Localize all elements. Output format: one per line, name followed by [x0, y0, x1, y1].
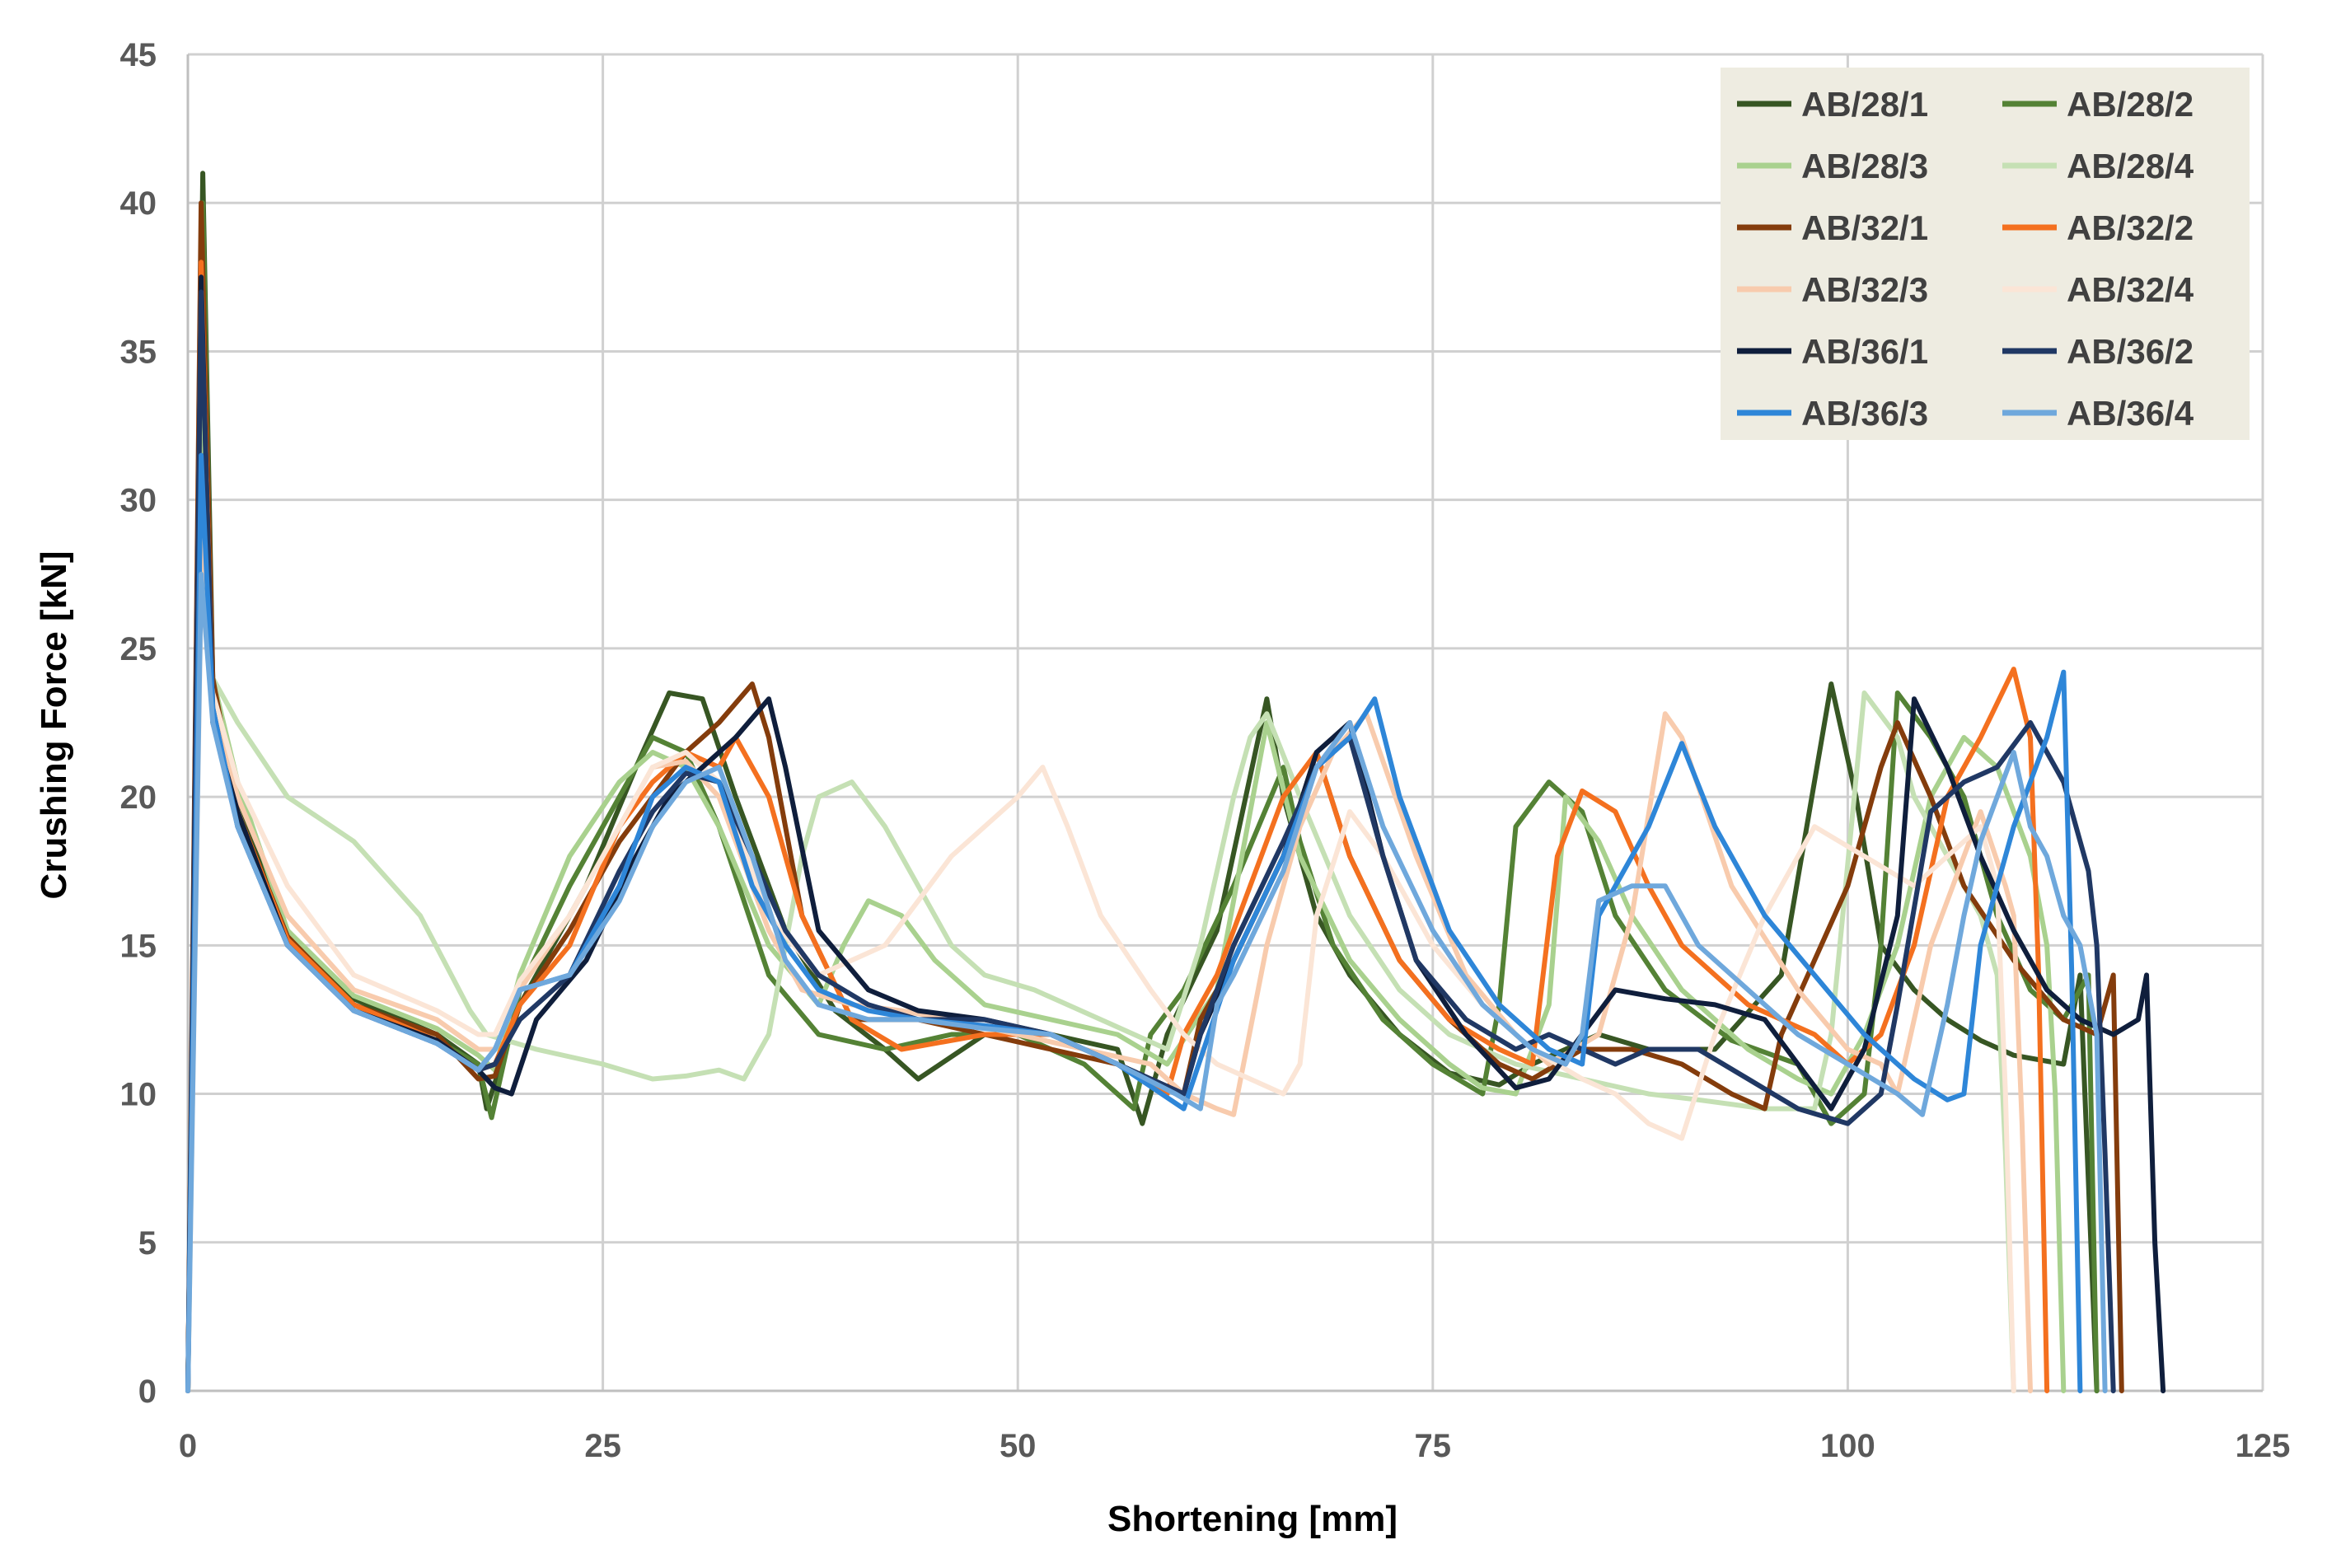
- legend-label-ab-28-2: AB/28/2: [2067, 85, 2194, 124]
- legend-label-ab-32-4: AB/32/4: [2067, 270, 2194, 309]
- x-tick-label: 0: [179, 1428, 197, 1464]
- x-tick-label: 75: [1415, 1428, 1452, 1464]
- legend-label-ab-32-2: AB/32/2: [2067, 208, 2194, 247]
- legend-label-ab-32-3: AB/32/3: [1801, 270, 1928, 309]
- grid-layer: [188, 53, 2264, 1391]
- series-line-ab-36-3: [185, 452, 2083, 1393]
- series-line-ab-36-2: [185, 289, 2116, 1393]
- y-tick-label: 45: [120, 37, 157, 73]
- legend-label-ab-32-1: AB/32/1: [1801, 208, 1928, 247]
- x-axis-title: Shortening [mm]: [1107, 1499, 1398, 1539]
- y-tick-label: 20: [120, 779, 157, 816]
- series-line-ab-32-4: [185, 586, 2016, 1393]
- legend-label-ab-36-1: AB/36/1: [1801, 332, 1928, 371]
- legend-label-ab-36-2: AB/36/2: [2067, 332, 2194, 371]
- y-tick-label: 30: [120, 483, 157, 519]
- series-layer: [185, 171, 2166, 1393]
- y-tick-label: 5: [138, 1225, 157, 1261]
- legend-layer: AB/28/1 AB/28/2 AB/28/3 AB/28/4 AB/32/1 AB/32…: [1721, 68, 2250, 440]
- y-tick-label: 0: [138, 1374, 157, 1410]
- legend-label-ab-36-3: AB/36/3: [1801, 394, 1928, 433]
- x-tick-label: 25: [584, 1428, 621, 1464]
- series-line-ab-28-2: [185, 200, 2100, 1393]
- series-line-ab-36-1: [185, 274, 2166, 1393]
- series-line-ab-36-4: [185, 571, 2108, 1393]
- x-tick-label: 50: [1000, 1428, 1037, 1464]
- y-tick-label: 15: [120, 928, 157, 964]
- x-tick-label: 100: [1820, 1428, 1875, 1464]
- y-tick-label: 35: [120, 334, 157, 370]
- y-axis-title: Crushing Force [kN]: [34, 551, 74, 900]
- axes-layer: 0 5 10 15 20 25 30 35 40 45 0 25 50 75 100 125: [120, 37, 2291, 1464]
- y-tick-label: 10: [120, 1077, 157, 1113]
- x-tick-label: 125: [2236, 1428, 2291, 1464]
- legend-label-ab-28-4: AB/28/4: [2067, 147, 2194, 185]
- legend-box: [1721, 68, 2250, 440]
- legend-label-ab-28-3: AB/28/3: [1801, 147, 1928, 185]
- legend-label-ab-36-4: AB/36/4: [2067, 394, 2194, 433]
- y-tick-label: 25: [120, 631, 157, 667]
- legend-label-ab-28-1: AB/28/1: [1801, 85, 1928, 124]
- y-tick-label: 40: [120, 185, 157, 222]
